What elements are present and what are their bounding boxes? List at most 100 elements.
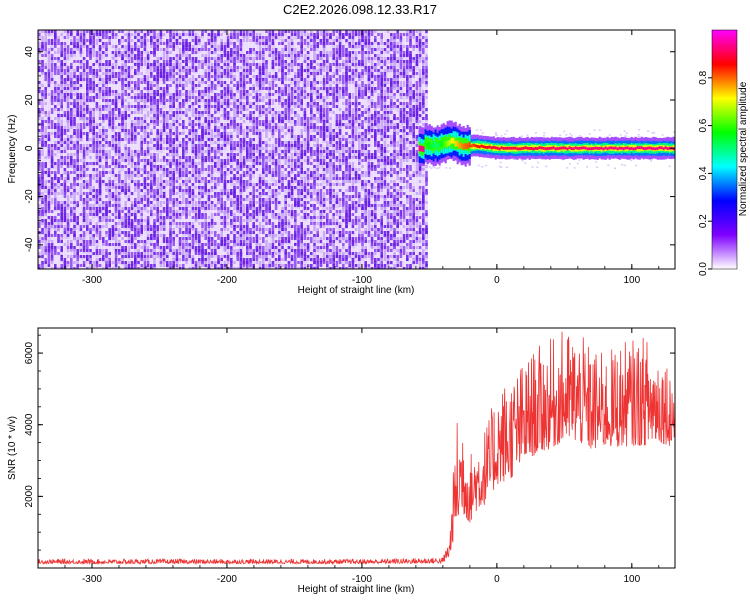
noise-cell [38,129,41,135]
noise-cell [108,78,111,83]
noise-cell [236,63,239,66]
noise-cell [230,75,233,78]
noise-cell [76,228,79,231]
noise-cell [76,138,79,141]
noise-cell [114,30,118,33]
noise-cell [124,150,127,153]
noise-cell [124,108,127,111]
noise-cell [217,57,220,62]
noise-cell [153,69,156,72]
noise-cell [137,108,140,111]
noise-cell [121,99,124,105]
noise-cell [201,237,204,240]
noise-cell [108,141,111,147]
noise-cell [162,240,166,244]
noise-cell [207,141,211,144]
noise-cell [63,180,67,183]
noise-cell [166,33,169,36]
noise-cell [76,120,79,123]
noise-cell [188,96,191,99]
noise-cell [79,150,83,153]
noise-cell [63,78,67,84]
noise-cell [66,81,70,84]
noise-cell [217,63,220,68]
noise-cell [156,147,159,152]
noise-cell [210,114,214,119]
noise-cell [223,255,227,259]
noise-cell [191,72,195,75]
noise-cell [79,48,83,54]
noise-cell [204,147,207,150]
noise-cell [108,72,111,75]
noise-cell [89,150,92,153]
noise-cell [47,144,51,147]
noise-cell [54,159,57,162]
noise-cell [207,261,211,264]
noise-cell [134,204,137,210]
noise-cell [223,45,227,49]
noise-cell [92,201,95,204]
noise-cell [130,261,134,266]
noise-cell [70,201,73,204]
noise-cell [233,75,236,78]
noise-cell [191,264,195,267]
noise-cell [86,132,89,136]
noise-cell [159,57,163,60]
noise-cell [63,243,67,246]
noise-cell [127,261,131,264]
noise-cell [188,84,191,87]
noise-cell [220,42,223,45]
noise-cell [47,141,51,144]
noise-cell [210,174,214,177]
noise-cell [166,225,169,228]
noise-cell [182,147,185,152]
noise-cell [118,138,121,142]
noise-cell [233,198,236,201]
noise-cell [137,207,140,210]
noise-cell [198,189,201,192]
noise-cell [70,231,73,234]
noise-cell [175,99,179,102]
noise-cell [79,264,83,267]
noise-cell [108,243,111,247]
noise-cell [220,69,223,72]
noise-cell [41,231,44,234]
noise-cell [63,42,67,45]
noise-cell [50,138,54,141]
noise-cell [70,213,73,216]
noise-cell [182,96,185,99]
noise-cell [220,246,223,249]
noise-cell [108,102,111,105]
noise-cell [108,54,111,57]
noise-cell [169,57,172,63]
noise-cell [175,210,179,213]
noise-cell [217,69,220,72]
noise-cell [57,267,60,269]
noise-cell [162,174,166,177]
noise-cell [105,117,108,120]
noise-cell [175,126,179,129]
noise-cell [82,45,86,48]
noise-cell [73,144,76,149]
noise-cell [82,153,86,158]
noise-cell [76,240,79,243]
noise-cell [63,252,67,255]
noise-cell [118,60,121,63]
noise-cell [44,255,47,258]
noise-cell [60,156,63,162]
noise-cell [108,150,111,153]
noise-cell [127,252,131,255]
noise-cell [44,189,47,192]
noise-cell [210,117,214,120]
noise-cell [153,189,156,192]
noise-cell [124,243,127,246]
noise-cell [172,228,175,231]
noise-cell [60,78,63,81]
noise-cell [105,30,108,34]
noise-cell [194,210,198,213]
noise-cell [73,183,76,186]
noise-cell [92,42,95,45]
noise-cell [60,237,63,240]
noise-cell [95,69,99,72]
noise-cell [140,42,143,45]
